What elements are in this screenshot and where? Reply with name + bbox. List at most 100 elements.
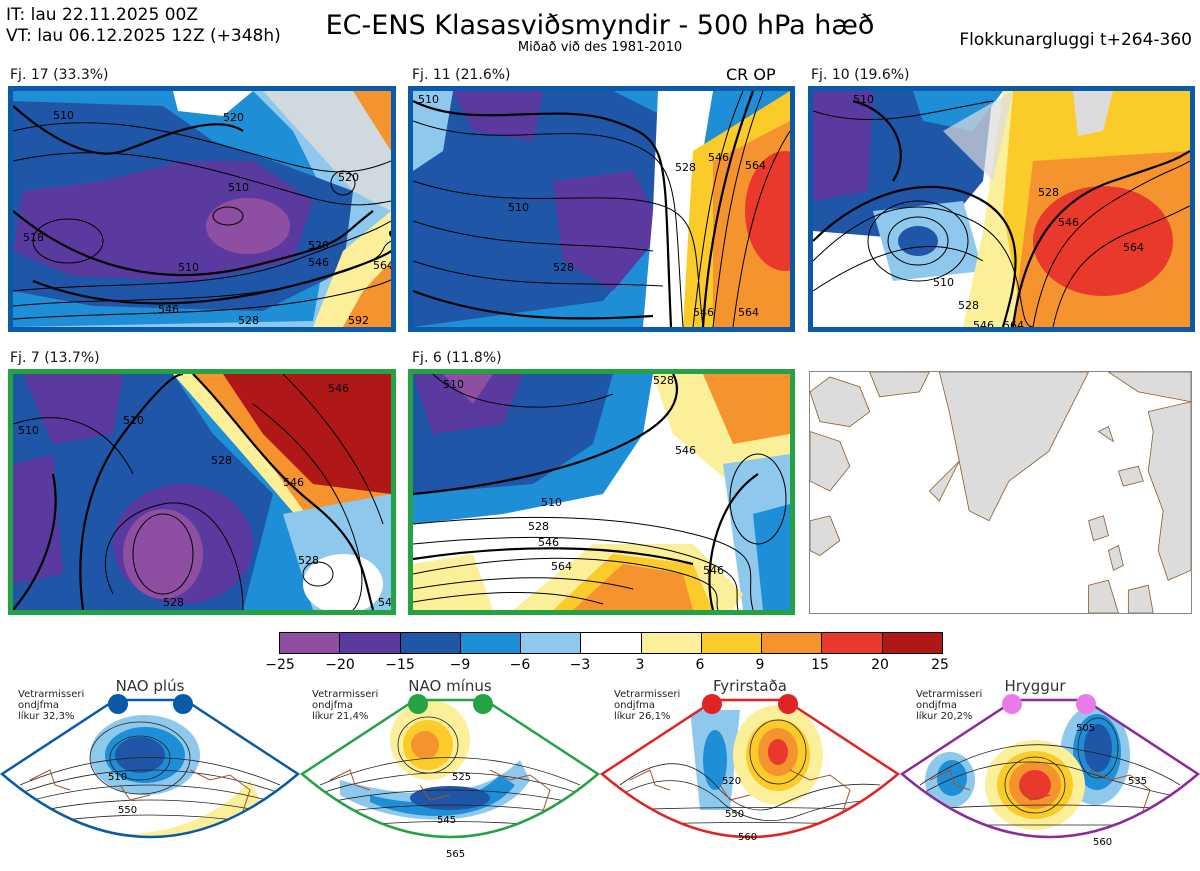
contour-label: 510 [933, 276, 954, 289]
contour-label: 564 [745, 159, 766, 172]
contour-label: 528 [211, 454, 232, 467]
colorbar-tick: −15 [385, 657, 415, 673]
contour-label: 510 [178, 261, 199, 274]
cluster-tag: CR OP [726, 65, 776, 84]
contour-label: 525 [452, 772, 471, 783]
contour-label: 546 [378, 596, 391, 609]
regime-months: ondjfma [312, 700, 353, 711]
contour-label: 546 [308, 256, 329, 269]
cluster-label-5: Fj. 6 (11.8%) [412, 350, 502, 366]
regime-map-1: 510 550 [0, 694, 300, 839]
contour-label: 510 [123, 414, 144, 427]
contour-label: 528 [298, 554, 319, 567]
colorbar-tick: 25 [931, 657, 949, 673]
colorbar-segment [521, 633, 582, 653]
contour-label: 510 [418, 93, 439, 106]
colorbar-segment [460, 633, 522, 653]
contour-label: 510 [443, 378, 464, 391]
colorbar-segment [280, 633, 341, 653]
contour-label: 592 [348, 314, 369, 327]
classification-window: Flokkunargluggi t+264-360 [959, 30, 1192, 50]
regime-map-3: 520 550 560 [600, 694, 900, 843]
contour-label: 550 [118, 805, 137, 816]
regime-season: Vetrarmisseri [312, 689, 379, 700]
colorbar [279, 632, 943, 654]
colorbar-tick: −20 [325, 657, 355, 673]
colorbar-tick: 6 [695, 657, 705, 673]
colorbar-tick: 3 [635, 657, 645, 673]
contour-label: 546 [328, 382, 349, 395]
contour-label: 546 [675, 444, 696, 457]
regime-probability: líkur 26,1% [614, 711, 671, 722]
contour-label: 510 [853, 93, 874, 106]
colorbar-tick: −6 [509, 657, 531, 673]
cluster-map-1: 510 520 510 510 520 546 564 518 546 592 … [8, 86, 396, 332]
regime-probability: líkur 21,4% [312, 711, 369, 722]
cluster-map-5: 510 528 546 564 546 510 528 546 [408, 369, 795, 615]
cluster-label-3: Fj. 10 (19.6%) [811, 67, 910, 83]
contour-label: 546 [1058, 216, 1079, 229]
colorbar-segment [340, 633, 401, 653]
contour-label: 545 [437, 815, 456, 826]
regime-probability: líkur 20,2% [916, 711, 973, 722]
contour-label: 564 [738, 306, 759, 319]
cluster-map-3: 510 528 546 564 510 528 546 564 [808, 86, 1195, 332]
contour-label: 518 [23, 231, 44, 244]
regime-info-3: Vetrarmisseri ondjfma líkur 26,1% [614, 689, 680, 722]
colorbar-segment [882, 633, 942, 653]
regime-months: ondjfma [18, 700, 59, 711]
colorbar-segment [581, 633, 642, 653]
contour-label: 528 [653, 374, 674, 387]
chart-title: EC-ENS Klasasviðsmyndir - 500 hPa hæð [325, 10, 875, 41]
initial-time: IT: lau 22.11.2025 00Z [6, 5, 198, 25]
contour-label: 565 [446, 849, 465, 860]
regime-title-2: NAO mínus [408, 677, 492, 695]
contour-label: 528 [553, 261, 574, 274]
regime-title-3: Fyrirstaða [713, 677, 787, 695]
contour-label: 564 [1003, 319, 1024, 327]
contour-label: 520 [223, 111, 244, 124]
colorbar-tick: −25 [265, 657, 295, 673]
regime-map-4: 505 535 560 [900, 694, 1200, 848]
regime-probability: líkur 32,3% [18, 711, 75, 722]
cluster-map-2: 510 528 546 564 510 528 546 564 [408, 86, 795, 332]
regime-months: ondjfma [614, 700, 655, 711]
cluster-label-4: Fj. 7 (13.7%) [10, 350, 100, 366]
header-dates: IT: lau 22.11.2025 00Z VT: lau 06.12.202… [6, 5, 281, 47]
colorbar-tick: −9 [449, 657, 471, 673]
regime-title-4: Hryggur [1004, 677, 1066, 695]
colorbar-segment [701, 633, 763, 653]
contour-label: 510 [508, 201, 529, 214]
colorbar-segment [400, 633, 461, 653]
contour-label: 510 [108, 772, 127, 783]
contour-label: 546 [283, 476, 304, 489]
contour-label: 550 [725, 809, 744, 820]
contour-label: 546 [703, 564, 724, 577]
colorbar-tick: 20 [871, 657, 889, 673]
empty-map [809, 371, 1192, 614]
contour-label: 505 [1076, 723, 1095, 734]
contour-label: 564 [551, 560, 572, 573]
contour-label: 528 [675, 161, 696, 174]
contour-label: 528 [528, 520, 549, 533]
colorbar-tick: 9 [755, 657, 765, 673]
contour-label: 564 [1123, 241, 1144, 254]
colorbar-segment [762, 633, 823, 653]
contour-label: 560 [738, 832, 757, 843]
contour-label: 564 [373, 259, 391, 272]
cluster-map-4: 510 510 528 546 528 528 546 546 [8, 369, 396, 615]
contour-label: 535 [1128, 776, 1147, 787]
regime-map-2: 525 545 565 [300, 694, 600, 860]
contour-label: 546 [973, 319, 994, 327]
contour-label: 520 [308, 239, 329, 252]
colorbar-segment [822, 633, 883, 653]
regime-info-2: Vetrarmisseri ondjfma líkur 21,4% [312, 689, 378, 722]
colorbar-tick: 15 [811, 657, 829, 673]
regime-info-4: Vetrarmisseri ondjfma líkur 20,2% [916, 689, 982, 722]
regime-season: Vetrarmisseri [18, 689, 85, 700]
contour-label: 510 [228, 181, 249, 194]
contour-label: 560 [1093, 837, 1112, 848]
valid-time: VT: lau 06.12.2025 12Z (+348h) [6, 26, 281, 46]
regime-info-1: Vetrarmisseri ondjfma líkur 32,3% [18, 689, 84, 722]
contour-label: 528 [958, 299, 979, 312]
